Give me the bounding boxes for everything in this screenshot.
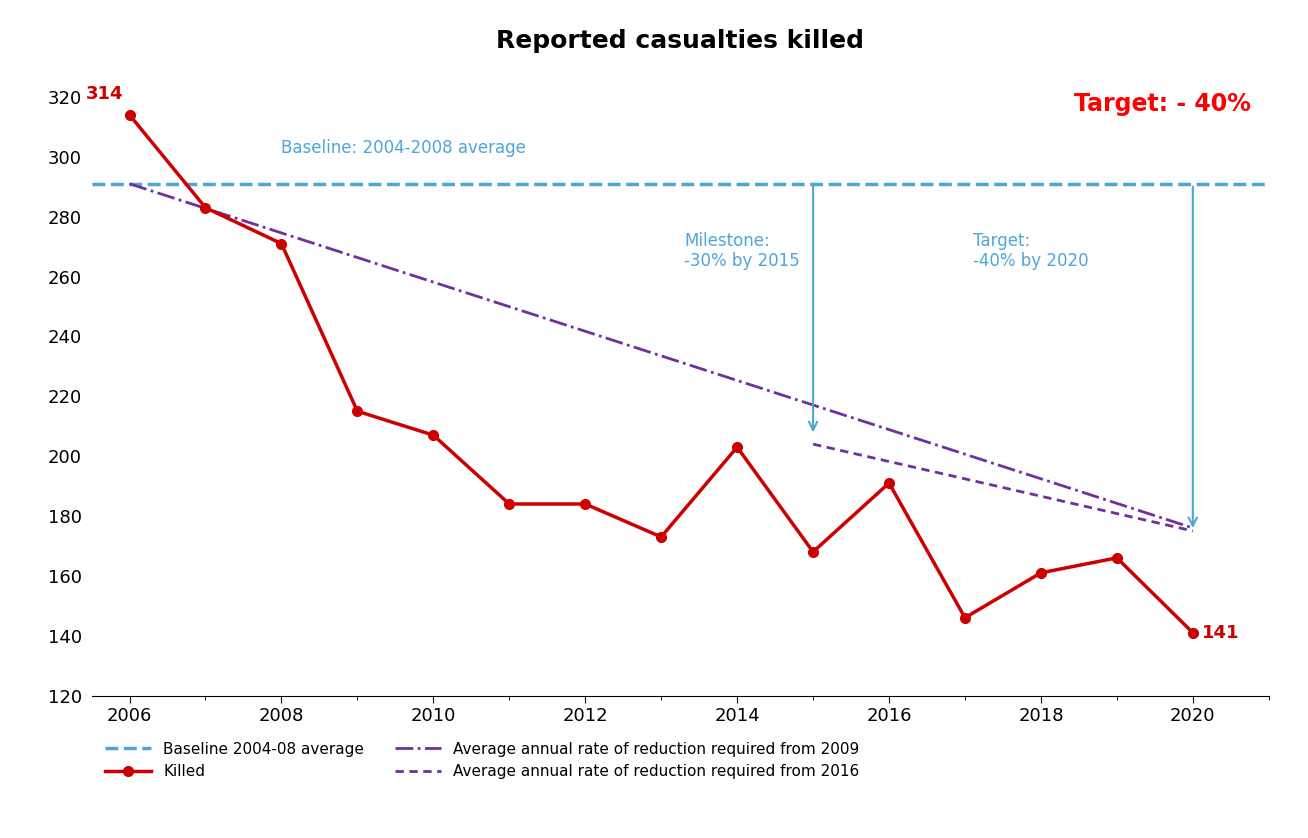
Text: 141: 141 [1202,623,1240,642]
Text: Target: - 40%: Target: - 40% [1074,92,1250,116]
Text: 314: 314 [86,85,123,103]
Legend: Baseline 2004-08 average, Killed, Average annual rate of reduction required from: Baseline 2004-08 average, Killed, Averag… [99,736,865,785]
Title: Reported casualties killed: Reported casualties killed [496,28,865,53]
Text: Target:
-40% by 2020: Target: -40% by 2020 [973,231,1088,271]
Text: Baseline: 2004-2008 average: Baseline: 2004-2008 average [281,139,526,157]
Text: Milestone:
-30% by 2015: Milestone: -30% by 2015 [684,231,799,271]
